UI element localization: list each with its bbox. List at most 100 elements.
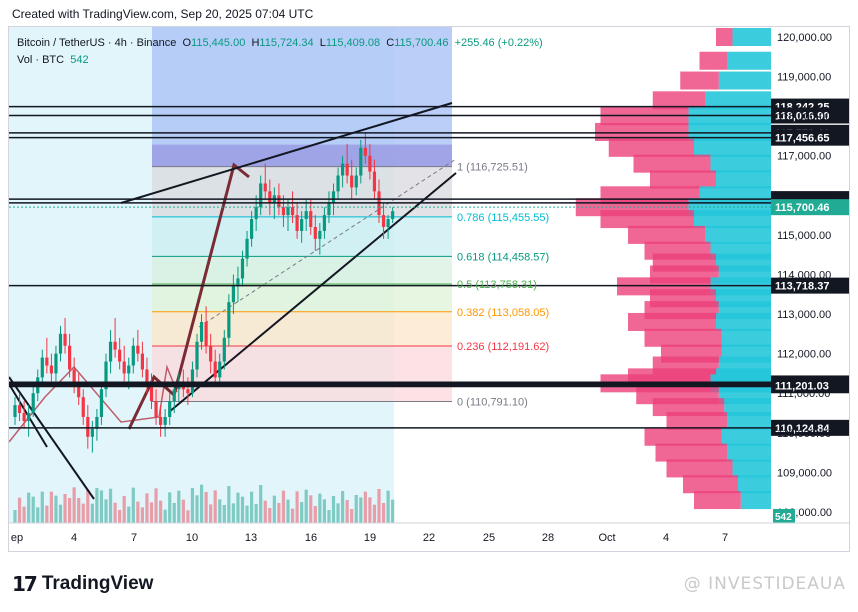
y-tick-label-4: 112,000.00 [777,349,831,361]
volume-bar-49 [236,492,240,523]
candle-body-22 [113,341,117,350]
volume-bar-35 [172,503,176,523]
volume-bars-layer [13,484,395,523]
volume-bar-62 [295,491,299,523]
volume-bar-56 [268,508,272,523]
candle-body-20 [104,361,108,390]
volume-profile-sell-8 [650,170,716,189]
fib-label-0_236: 0.236 (112,191.62) [457,341,549,353]
candle-body-70 [331,191,336,204]
candle-body-12 [68,345,72,370]
candle-body-27 [136,345,140,354]
volume-bar-31 [154,488,158,523]
fib-label-0_786: 0.786 (115,455.55) [457,212,549,224]
high-value: 115,724.34 [259,37,314,49]
change-value: +255.46 (+0.22%) [454,37,543,49]
last-volume-tag: 542 [775,512,792,523]
volume-profile-sell-0 [716,28,733,46]
volume-bar-13 [72,487,76,523]
candle-body-65 [309,211,313,227]
candle-body-14 [77,385,81,398]
volume-bar-4 [31,496,35,523]
volume-bar-76 [359,497,363,523]
volume-bar-71 [336,503,340,523]
x-tick-label-6: 19 [364,532,376,544]
volume-bar-54 [259,485,263,523]
volume-bar-72 [341,491,345,523]
x-tick-label-11: 4 [663,532,669,544]
tradingview-logo[interactable]: 17 TradingView [12,572,153,596]
volume-bar-42 [204,492,208,523]
volume-bar-59 [281,490,286,523]
y-tick-label-2: 110,000.00 [777,428,831,440]
volume-bar-75 [354,495,358,523]
volume-profile-buy-8 [716,170,771,189]
volume-profile-sell-29 [655,443,727,462]
legend-volume-row: Vol · BTC 542 [17,52,543,69]
volume-profile-sell-2 [680,71,719,90]
author-watermark: @ INVESTIDEAUA [683,574,846,594]
y-tick-label-12: 120,000.00 [777,32,832,44]
chart-pane[interactable]: 118,242.25118,016.90117,578.41117,456.65… [8,26,850,552]
high-label: H [251,37,260,49]
volume-bar-25 [127,506,131,523]
candle-body-72 [341,163,345,176]
level-tag-bg-3 [771,129,849,146]
volume-bar-66 [313,506,317,523]
volume-bar-0 [13,510,17,523]
x-tick-label-5: 16 [305,532,317,544]
candle-body-53 [254,207,258,220]
volume-bar-36 [177,490,181,523]
volume-profile-buy-30 [732,459,771,478]
candle-body-0 [13,405,17,417]
volume-bar-83 [391,499,395,523]
volume-profile-sell-26 [652,398,725,417]
volume-bar-34 [168,492,172,523]
volume-bar-22 [113,502,117,523]
created-with-caption: Created with TradingView.com, Sep 20, 20… [12,7,314,21]
candle-body-51 [245,238,249,259]
volume-value: 542 [70,54,89,66]
volume-bar-58 [277,503,281,523]
volume-profile-buy-1 [727,51,771,70]
symbol-label[interactable]: Bitcoin / TetherUS · 4h · Binance [17,37,177,49]
descending-trendline [9,376,95,500]
volume-profile-sell-31 [683,475,738,494]
price-chart[interactable]: 118,242.25118,016.90117,578.41117,456.65… [9,27,850,552]
volume-profile-buy-26 [724,398,771,417]
candle-body-82 [386,219,390,227]
volume-bar-17 [90,503,94,523]
candle-body-77 [363,147,367,156]
candle-body-69 [327,203,331,216]
volume-bar-38 [186,510,190,523]
volume-bar-46 [222,505,226,523]
candle-body-16 [86,416,90,437]
level-tag-bg-8 [771,377,849,394]
volume-profile-buy-19 [716,312,771,331]
volume-bar-57 [272,495,276,523]
volume-profile-sell-12 [628,225,705,244]
y-tick-label-5: 113,000.00 [777,309,831,321]
volume-bar-51 [245,505,249,523]
volume-label[interactable]: Vol · BTC [17,54,65,66]
volume-profile-buy-2 [718,71,771,90]
volume-profile-sell-32 [694,491,741,510]
volume-bar-60 [286,499,290,523]
volume-bar-65 [309,495,313,523]
candle-body-29 [145,369,149,386]
candle-body-67 [318,230,322,239]
fib-label-0_382: 0.382 (113,058.05) [457,307,549,319]
volume-profile-sell-28 [644,427,722,446]
level-tag-bg-9 [771,419,849,436]
volume-profile-buy-6 [694,138,771,157]
candle-body-63 [300,219,304,231]
candle-body-26 [131,345,135,366]
volume-profile-buy-0 [732,28,771,46]
x-tick-label-1: 4 [71,532,77,544]
candle-body-3 [27,413,31,421]
level-tag-9: 110,124.84 [775,423,830,435]
volume-bar-63 [300,502,304,523]
volume-bar-30 [149,502,154,523]
volume-bar-12 [68,498,72,523]
volume-bar-21 [108,488,113,523]
